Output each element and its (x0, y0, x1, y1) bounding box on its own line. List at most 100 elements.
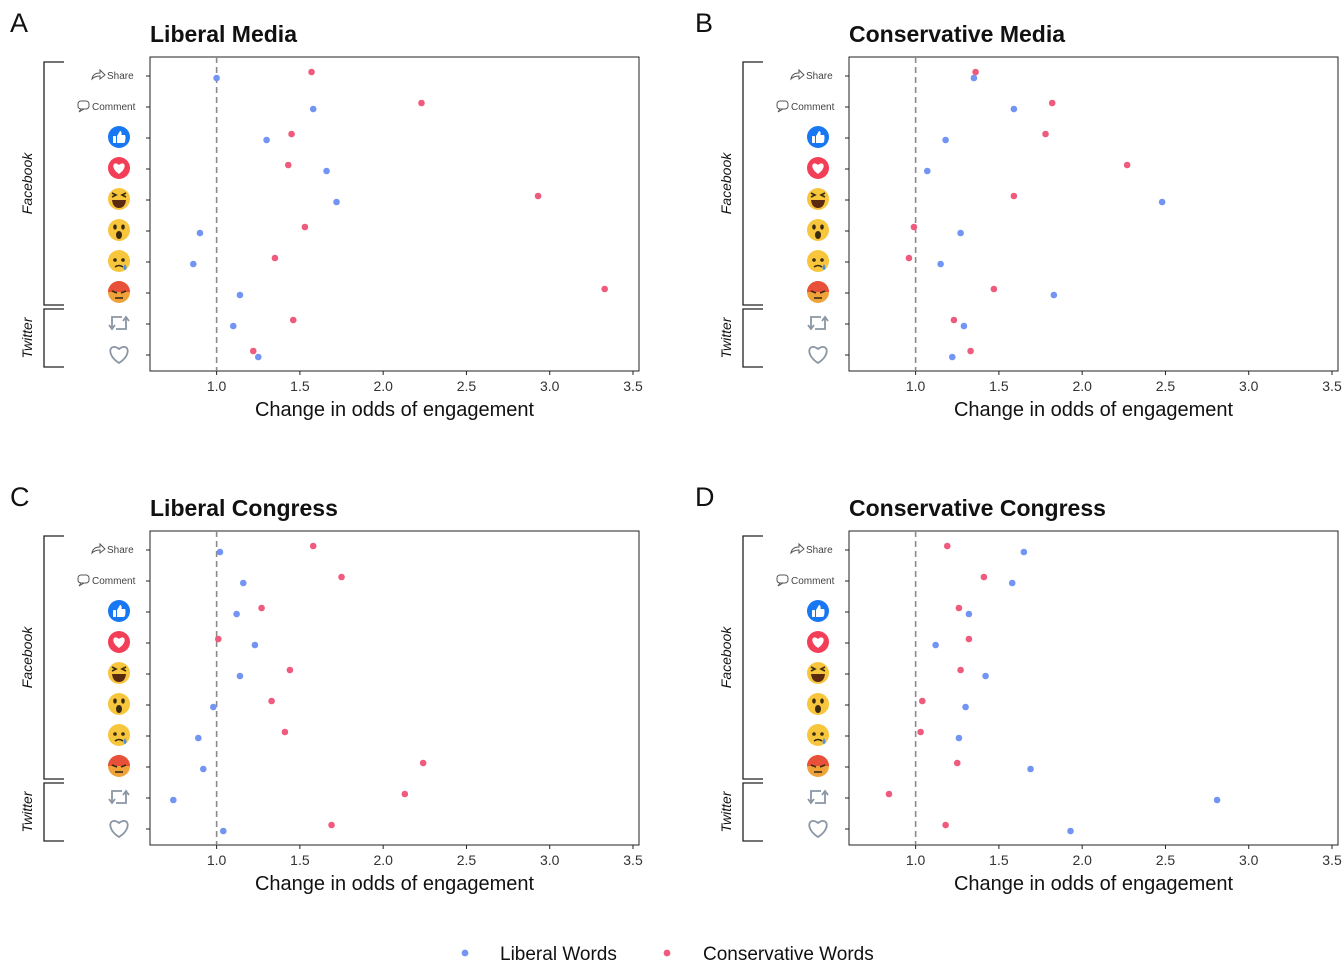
legend-conservative-label: Conservative Words (703, 944, 874, 960)
group-label-facebook: Facebook (19, 626, 35, 688)
x-tick-label: 3.0 (540, 378, 560, 394)
comment-label: Comment (791, 576, 835, 587)
group-label-facebook: Facebook (19, 152, 35, 214)
x-tick-label: 1.0 (906, 378, 926, 394)
liberal-point (233, 610, 240, 618)
share-label: Share (107, 71, 134, 82)
group-label-facebook: Facebook (718, 626, 734, 688)
love-icon (807, 157, 829, 179)
wow-icon (807, 219, 829, 241)
liberal-point (942, 136, 949, 144)
favorite-heart-icon (109, 820, 129, 839)
comment-icon (77, 574, 90, 587)
liberal-point (955, 734, 963, 742)
liberal-point (948, 353, 956, 361)
facebook-bracket (742, 61, 763, 306)
x-tick-label: 3.0 (540, 852, 560, 868)
panel-title: Conservative Congress (849, 495, 1106, 521)
liberal-point (1158, 198, 1166, 206)
liberal-point (190, 260, 197, 268)
liberal-point (1027, 765, 1034, 773)
liberal-point (965, 610, 973, 618)
liberal-point (254, 353, 262, 361)
liberal-point (196, 229, 204, 237)
comment-label: Comment (92, 576, 136, 587)
conservative-point (885, 790, 893, 798)
share-icon (91, 68, 106, 81)
retweet-icon (807, 315, 829, 331)
group-label-twitter: Twitter (19, 316, 35, 358)
conservative-point (249, 347, 257, 355)
panel-d: D Conservative Congress 1.0 1.5 2.0 2.5 3.0 3.5… (695, 482, 1342, 895)
liberal-point (216, 548, 224, 556)
conservative-point (950, 316, 958, 324)
liberal-point (195, 734, 202, 742)
conservative-point (419, 759, 427, 767)
conservative-point (534, 192, 542, 200)
liberal-point (957, 229, 964, 237)
liberal-point (309, 105, 317, 113)
liberal-point (323, 167, 330, 175)
plot-frame (848, 530, 1339, 846)
liberal-point (219, 827, 227, 835)
panel-title: Liberal Media (150, 21, 297, 47)
conservative-point (301, 223, 309, 231)
liberal-point (1010, 105, 1018, 113)
facebook-bracket (43, 61, 64, 306)
like-icon (807, 600, 829, 622)
x-tick-label: 2.5 (457, 378, 477, 394)
x-tick-label: 3.5 (1322, 852, 1342, 868)
x-tick-label: 3.0 (1239, 852, 1259, 868)
conservative-point (980, 573, 988, 581)
liberal-point (251, 641, 259, 649)
angry-icon (807, 755, 829, 777)
panel-letter: B (695, 8, 713, 38)
wow-icon (807, 693, 829, 715)
retweet-icon (108, 789, 130, 805)
conservative-point (942, 821, 949, 829)
liberal-point (937, 260, 944, 268)
share-icon (91, 542, 106, 555)
conservative-point (289, 316, 297, 324)
conservative-point (418, 99, 425, 107)
conservative-point (905, 254, 913, 262)
liberal-point (962, 703, 969, 711)
liberal-point (1213, 796, 1221, 804)
liberal-point (236, 672, 244, 680)
legend: Liberal Words Conservative Words (461, 944, 874, 960)
group-label-facebook: Facebook (718, 152, 734, 214)
panel-title: Liberal Congress (150, 495, 338, 521)
haha-icon (108, 662, 130, 684)
like-icon (108, 126, 130, 148)
angry-icon (807, 281, 829, 303)
twitter-bracket (742, 782, 763, 842)
facebook-bracket (742, 535, 763, 780)
share-icon (790, 542, 805, 555)
liberal-point (1020, 548, 1028, 556)
twitter-bracket (742, 308, 763, 368)
share-label: Share (107, 545, 134, 556)
conservative-point (1123, 161, 1131, 169)
x-axis-label: Change in odds of engagement (255, 873, 535, 895)
plot-frame (848, 56, 1339, 372)
love-icon (108, 157, 130, 179)
x-tick-label: 2.0 (373, 378, 393, 394)
liberal-point (932, 641, 939, 649)
liberal-point (970, 74, 978, 82)
wow-icon (108, 693, 130, 715)
conservative-point (918, 697, 926, 705)
liberal-point (1050, 291, 1058, 299)
x-tick-label: 1.5 (290, 852, 310, 868)
conservative-point (1010, 192, 1018, 200)
liberal-point (229, 322, 237, 330)
conservative-point (309, 542, 317, 550)
plot-frame (149, 530, 640, 846)
x-axis-label: Change in odds of engagement (954, 873, 1234, 895)
conservative-point (286, 666, 294, 674)
x-tick-label: 2.0 (1072, 378, 1092, 394)
share-icon (790, 68, 805, 81)
comment-label: Comment (92, 102, 136, 113)
conservative-point (957, 666, 964, 674)
angry-icon (108, 755, 130, 777)
